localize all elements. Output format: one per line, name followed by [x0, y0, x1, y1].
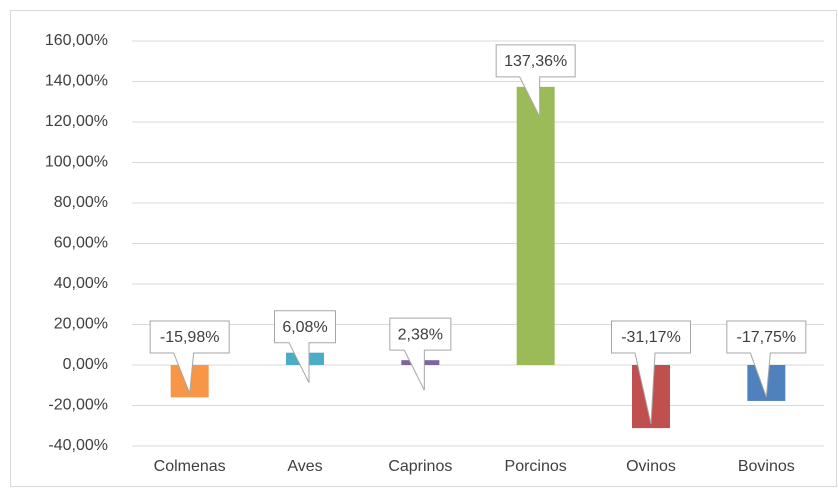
x-tick-label: Ovinos — [626, 458, 676, 475]
callout-box — [726, 320, 807, 398]
bar — [516, 86, 555, 365]
y-tick-label: 40,00% — [54, 275, 108, 292]
data-label: -17,75% — [737, 329, 797, 346]
x-tick-label: Porcinos — [505, 458, 567, 475]
x-tick-label: Colmenas — [154, 458, 226, 475]
y-tick-label: 140,00% — [45, 73, 108, 90]
data-label: 6,08% — [282, 319, 327, 336]
y-tick-label: 20,00% — [54, 316, 108, 333]
callout-box — [149, 320, 230, 394]
callout-box — [495, 44, 576, 118]
data-label: -15,98% — [160, 329, 220, 346]
x-tick-label: Aves — [287, 458, 322, 475]
y-tick-label: 120,00% — [45, 113, 108, 130]
callout-box — [611, 320, 691, 425]
data-label: 137,36% — [504, 53, 567, 70]
y-tick-label: 60,00% — [54, 235, 108, 252]
x-tick-label: Caprinos — [388, 458, 452, 475]
y-tick-label: -20,00% — [48, 397, 108, 414]
y-tick-label: 80,00% — [54, 194, 108, 211]
y-tick-label: 160,00% — [45, 32, 108, 49]
callout-box — [274, 310, 336, 383]
callout-box — [389, 317, 452, 391]
y-tick-label: -40,00% — [48, 437, 108, 454]
data-label: 2,38% — [398, 326, 443, 343]
chart-border — [10, 10, 837, 487]
x-tick-label: Bovinos — [738, 458, 795, 475]
y-tick-label: 100,00% — [45, 154, 108, 171]
y-tick-label: 0,00% — [63, 356, 108, 373]
data-label: -31,17% — [621, 329, 681, 346]
